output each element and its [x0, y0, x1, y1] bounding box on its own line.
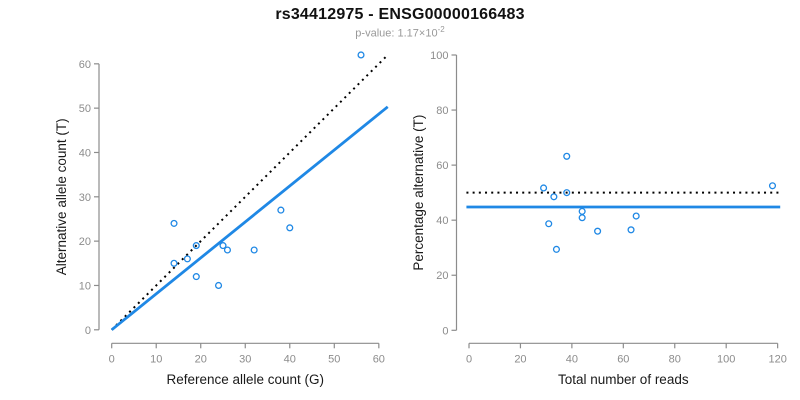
fitted-ratio-line	[110, 105, 389, 331]
pvalue-subtitle: p-value: 1.17×10-2	[0, 25, 800, 40]
data-point	[768, 182, 777, 190]
data-point	[563, 152, 571, 160]
x-tick-label: 100	[717, 353, 735, 365]
page-title: rs34412975 - ENSG00000166483	[275, 6, 525, 23]
x-tick-label: 60	[617, 353, 629, 365]
y-tick-label: 50	[79, 103, 91, 115]
plot-allele-counts: 0 10 20 30 40 50 60 0 10 20 30 40 50 60 Reference alle…	[54, 51, 389, 387]
y-tick-label: 30	[79, 192, 91, 204]
data-point	[286, 224, 294, 232]
data-point	[192, 242, 200, 250]
y-tick-label: 0	[442, 325, 448, 337]
x-axis-title: Reference allele count (G)	[166, 372, 324, 387]
data-point	[170, 219, 178, 227]
data-point	[357, 51, 365, 59]
data-point	[183, 255, 191, 263]
data-point	[192, 273, 200, 281]
x-tick-label: 20	[514, 353, 526, 365]
y-tick-label: 0	[85, 325, 91, 337]
y-tick-label: 10	[79, 280, 91, 292]
data-point	[563, 189, 571, 197]
data-point	[594, 227, 602, 235]
y-tick-label: 20	[79, 236, 91, 248]
y-axis-title: Alternative allele count (T)	[54, 118, 69, 275]
x-tick-label: 0	[109, 353, 115, 365]
y-tick-label: 80	[436, 105, 448, 117]
x-tick-label: 40	[284, 353, 296, 365]
data-point	[632, 212, 640, 220]
data-point	[540, 184, 548, 192]
data-point	[545, 220, 553, 228]
data-point	[550, 193, 558, 201]
data-point	[277, 206, 285, 214]
plot-percentage-vs-coverage: 0 20 40 60 80 100 0 20 40 60 80 100 120 Total number …	[411, 50, 787, 387]
data-point	[219, 242, 227, 250]
y-tick-label: 40	[436, 215, 448, 227]
data-point	[578, 214, 586, 222]
y-tick-label: 20	[436, 270, 448, 282]
y-tick-label: 40	[79, 147, 91, 159]
y-tick-label: 60	[79, 59, 91, 71]
x-tick-label: 20	[195, 353, 207, 365]
data-point	[578, 207, 586, 215]
x-tick-label: 30	[239, 353, 251, 365]
x-tick-label: 120	[768, 353, 786, 365]
data-point	[223, 246, 232, 254]
pvalue-exponent: -2	[437, 25, 445, 34]
data-point	[627, 226, 635, 234]
x-tick-label: 10	[150, 353, 162, 365]
y-tick-label: 100	[430, 50, 448, 62]
x-tick-label: 40	[566, 353, 578, 365]
x-tick-label: 0	[466, 353, 472, 365]
x-tick-label: 60	[373, 353, 385, 365]
data-point	[170, 259, 178, 267]
data-point	[250, 246, 258, 254]
x-tick-label: 80	[669, 353, 681, 365]
y-axis-title: Percentage alternative (T)	[411, 115, 426, 271]
y-tick-label: 60	[436, 160, 448, 172]
pvalue-text: p-value: 1.17×10	[355, 27, 438, 40]
data-point	[552, 245, 560, 253]
expected-ratio-line	[110, 54, 389, 331]
x-tick-label: 50	[328, 353, 340, 365]
x-axis-title: Total number of reads	[558, 372, 689, 387]
data-point	[214, 281, 223, 290]
